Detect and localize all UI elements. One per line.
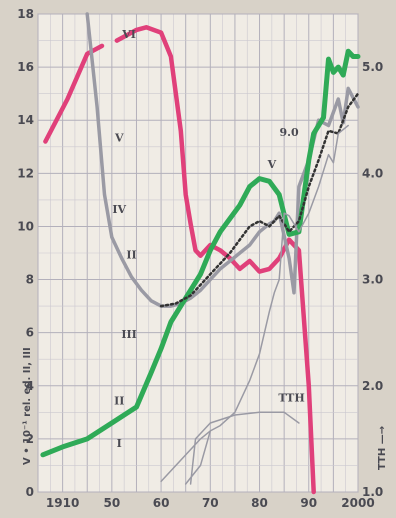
x-tick-label: 70 xyxy=(202,496,219,510)
x-tick-label: 2000 xyxy=(341,496,374,510)
annotation-label: II xyxy=(114,394,124,407)
series-line xyxy=(189,411,300,485)
left-tick-label: 6 xyxy=(26,326,34,340)
right-tick-label: 1.0 xyxy=(362,485,383,499)
right-tick-label: 2.0 xyxy=(362,379,383,393)
annotation-label: II xyxy=(126,248,136,261)
series-line xyxy=(114,25,316,495)
annotation-label: TTH xyxy=(278,392,304,405)
series-line xyxy=(40,48,361,458)
right-tick-label: 3.0 xyxy=(362,273,383,287)
annotation-label: I xyxy=(117,437,122,450)
right-tick-label: 4.0 xyxy=(362,166,383,180)
series-line xyxy=(43,43,105,144)
annotation-label: 9.0 xyxy=(280,126,299,139)
left-tick-label: 4 xyxy=(26,379,34,393)
right-tick-label: 5.0 xyxy=(362,60,383,74)
series-line xyxy=(159,92,360,308)
annotation-label: V xyxy=(267,158,277,171)
annotation-label: VI xyxy=(121,28,136,41)
left-tick-label: 8 xyxy=(26,273,34,287)
left-tick-label: 10 xyxy=(17,219,34,233)
tick-labels: 1910 50 60 70 80 90 2000 0 2 4 6 8 10 12 14 16 18 1.0 2.0 3… xyxy=(17,7,383,510)
annotation-label: IV xyxy=(112,203,126,216)
x-tick-label: 90 xyxy=(300,496,317,510)
x-tick-label: 80 xyxy=(251,496,268,510)
left-tick-label: 12 xyxy=(17,166,34,180)
series-line xyxy=(184,124,349,485)
left-tick-label: 14 xyxy=(17,113,34,127)
left-tick-label: 16 xyxy=(17,60,34,74)
series-line xyxy=(160,430,212,483)
left-tick-label: 18 xyxy=(17,7,34,21)
x-tick-label: 50 xyxy=(103,496,120,510)
x-tick-label: 1910 xyxy=(46,496,79,510)
left-tick-label: 0 xyxy=(26,485,34,499)
x-tick-label: 60 xyxy=(153,496,170,510)
left-axis-label: V • 10⁻¹ rel. ed. II, III xyxy=(22,347,33,465)
annotation-label: III xyxy=(121,328,136,341)
right-axis-label: TTH —→ xyxy=(377,426,388,470)
series-layer xyxy=(40,12,361,495)
annotation-label: V xyxy=(114,131,124,144)
left-tick-label: 2 xyxy=(26,432,34,446)
